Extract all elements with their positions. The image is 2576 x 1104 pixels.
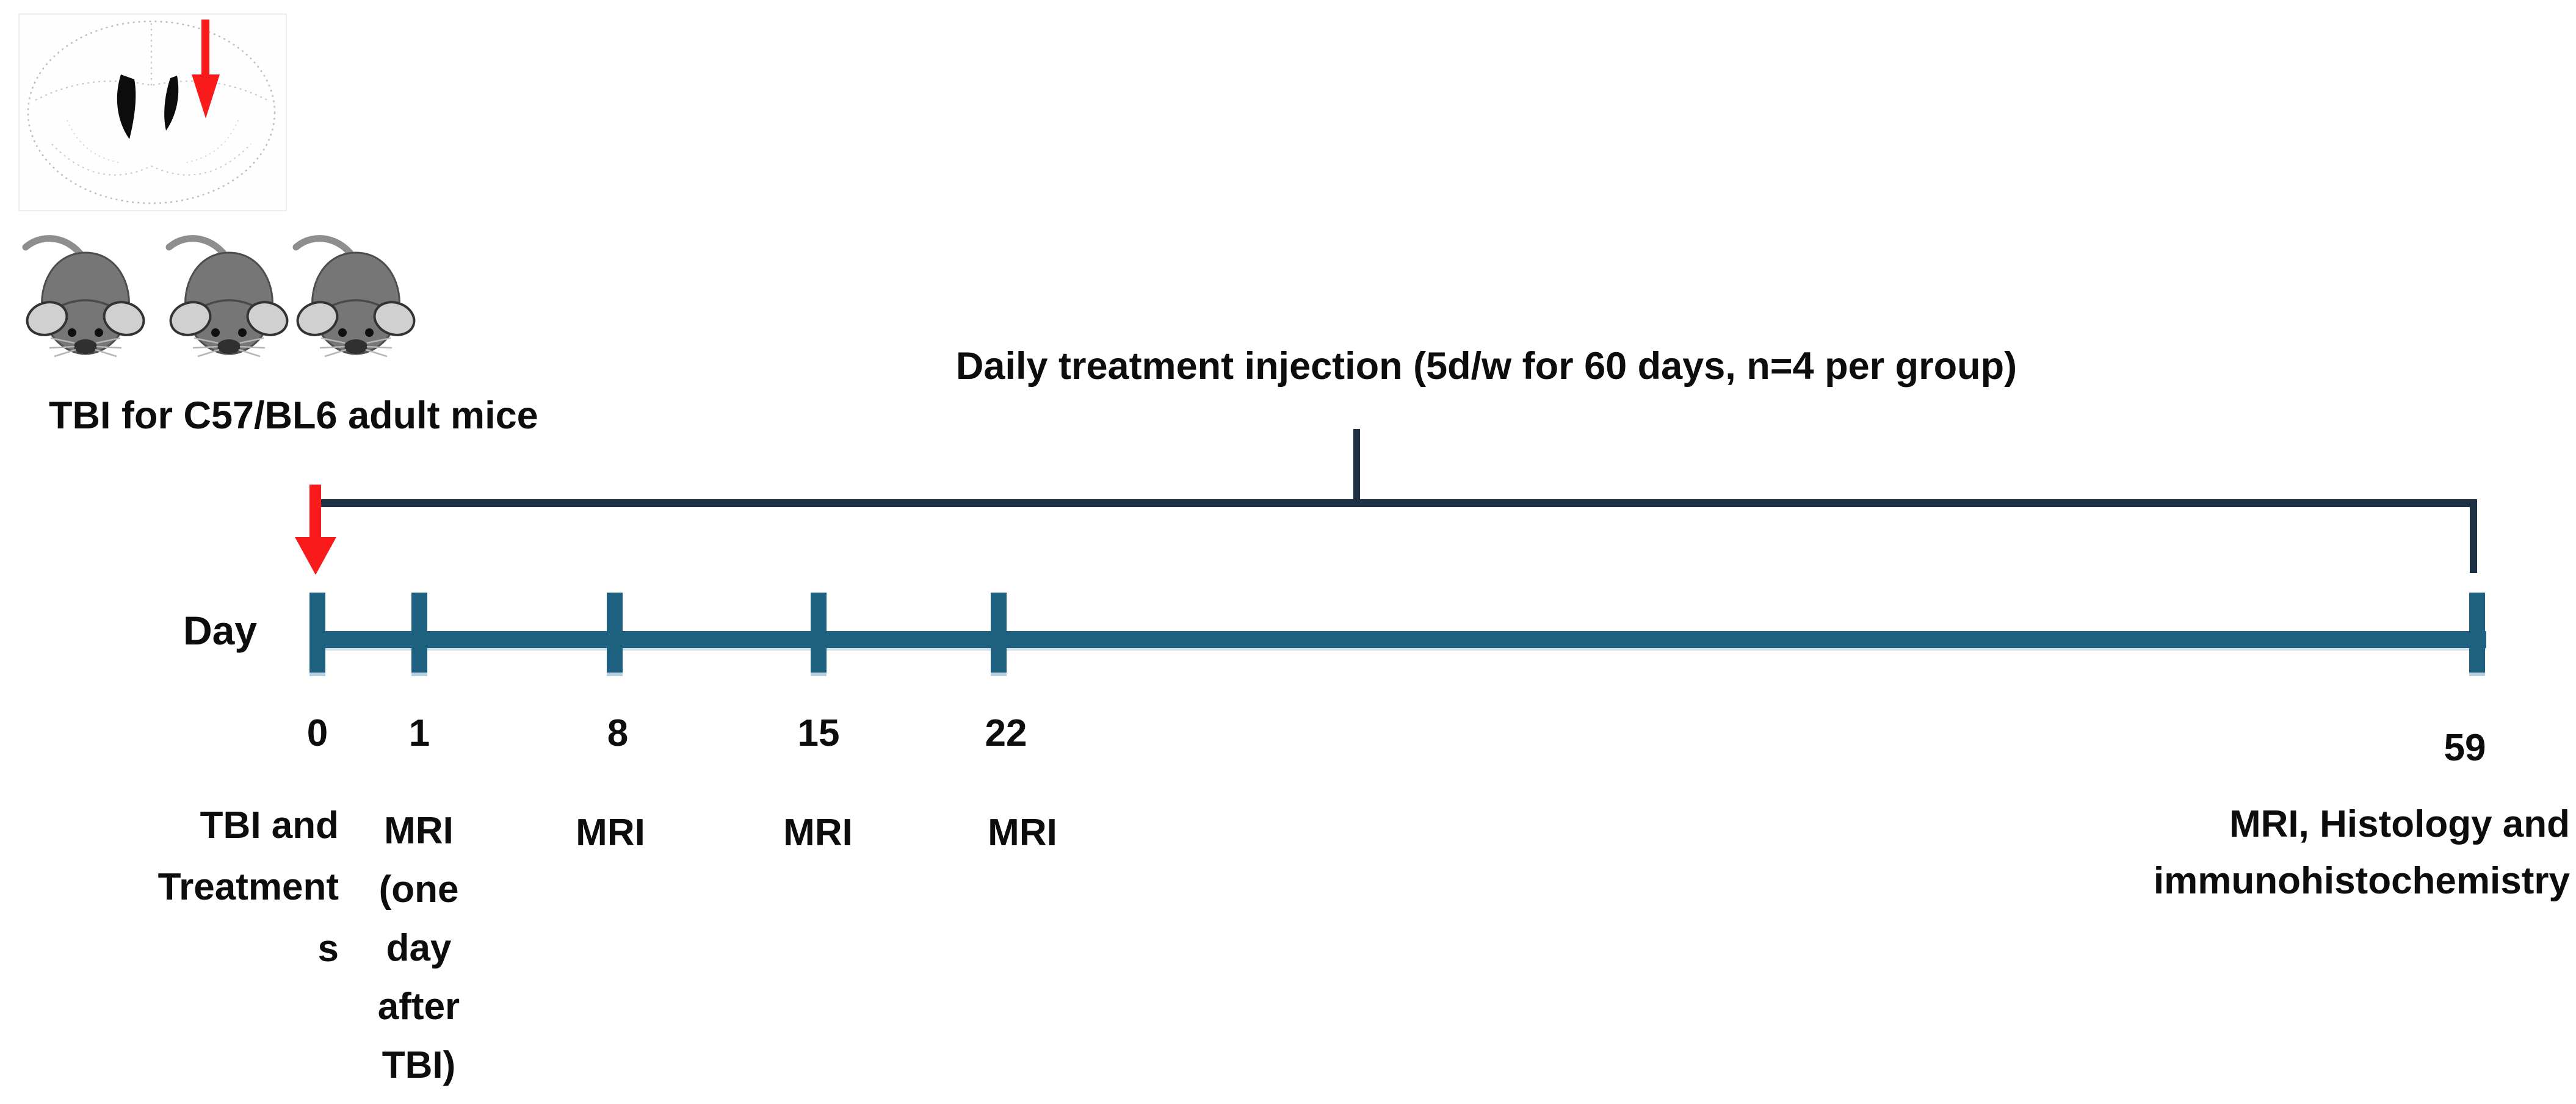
event-label-day-0: TBI and Treatment s [92,795,339,980]
event-label-line: immunohistochemistry [2153,860,2570,902]
tick-day-number-15: 15 [797,712,840,754]
timeline-tick-day-15 [811,593,827,673]
mouse-eye [68,328,76,337]
event-label-day-1: MRI (one day after TBI) [327,802,510,1095]
timeline-tick-day-59 [2469,593,2485,673]
mouse-ear [26,301,68,336]
event-label-line: MRI [384,810,454,852]
tick-day-number-1: 1 [408,712,430,754]
mouse-icon [165,235,289,358]
timeline-tick-day-8 [607,593,623,673]
tick-day-number-22: 22 [985,712,1027,754]
mouse-eye [95,328,103,337]
timeline-tick-day-22 [991,593,1007,673]
timeline-tick-day-0 [309,593,325,673]
tick-day-number-8: 8 [607,712,629,754]
event-label-day-22: MRI [988,812,1057,854]
bracket-line [320,499,2477,507]
mouse-icon [22,235,145,358]
event-label-day-59: MRI, Histology and immunohistochemistry [2080,796,2570,909]
brain-coronal-section-sketch [18,13,287,211]
event-label-line: (one [378,868,459,911]
mouse-whiskers [49,337,122,358]
injection-site-arrow-icon [192,20,220,118]
event-label-line: Treatment [157,866,339,908]
bracket-stem [1353,429,1360,502]
mouse-icon [292,235,416,358]
event-label-line: after [377,986,460,1028]
event-label-line: TBI and [200,804,339,846]
treatment-bracket-label: Daily treatment injection (5d/w for 60 d… [955,345,2017,388]
day-axis-label: Day [183,608,258,653]
mice-group [0,227,440,358]
event-label-line: MRI, Histology and [2229,803,2570,845]
event-label-line: s [317,928,339,970]
mouse-ear [103,301,145,336]
tbi-day0-arrow-icon [295,485,336,575]
tick-day-number-0: 0 [306,712,328,754]
sketch-frame [18,13,287,211]
event-label-line: TBI) [382,1044,456,1086]
timeline-tick-day-1 [411,593,427,673]
event-label-line: day [386,927,452,969]
event-label-day-15: MRI [783,812,853,854]
mouse-nose [74,339,97,354]
bracket-right-elbow [2470,499,2477,573]
left-ventricle-shape [117,74,136,139]
brain-caption: TBI for C57/BL6 adult mice [49,394,538,437]
timeline-bar [309,631,2486,648]
right-ventricle-shape [164,76,179,131]
event-label-day-8: MRI [576,812,645,854]
tick-day-number-59: 59 [2444,727,2486,769]
